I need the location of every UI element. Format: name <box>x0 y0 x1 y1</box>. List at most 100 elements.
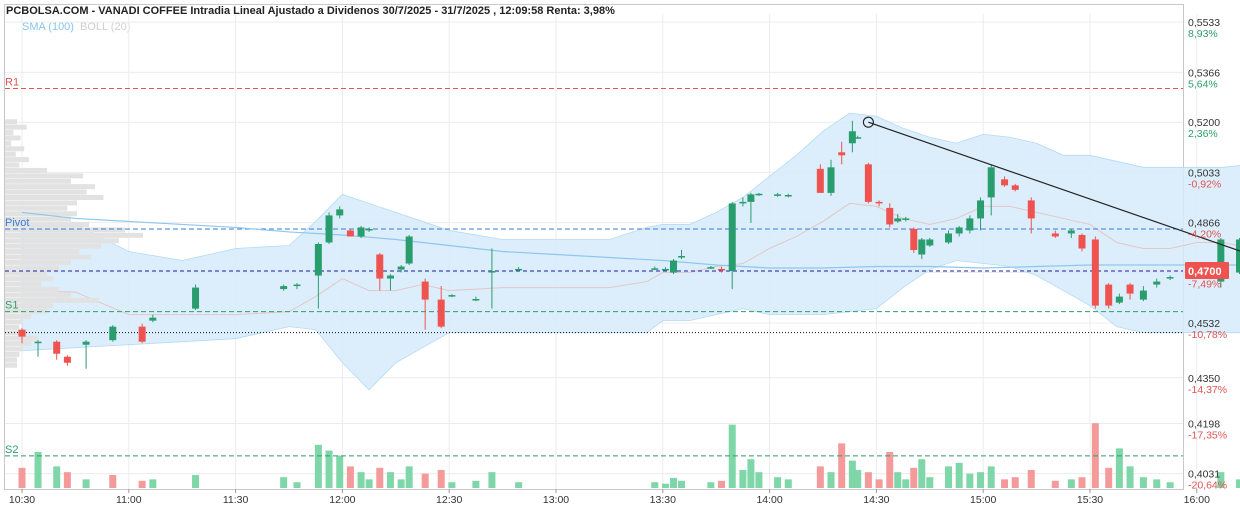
volume-bar <box>53 466 61 488</box>
volume-profile-bar <box>5 351 20 357</box>
candle-body <box>1139 290 1147 300</box>
bollinger-area <box>21 112 1240 391</box>
candle-body <box>902 218 910 220</box>
x-tick-label: 16:00 <box>1184 494 1210 506</box>
y-tick-price: 0,5533 <box>1188 17 1220 29</box>
volume-bar <box>728 424 736 488</box>
volume-bar <box>707 482 715 488</box>
volume-profile-bar <box>5 254 92 260</box>
candle-body <box>515 268 523 271</box>
volume-bar <box>138 480 146 488</box>
y-tick-price: 0,4350 <box>1188 373 1220 385</box>
volume-profile-bar <box>5 178 71 184</box>
candle-body <box>1011 185 1019 190</box>
volume-profile-bar <box>5 130 14 136</box>
candle-body <box>325 215 333 243</box>
volume-bar <box>34 452 42 488</box>
candle-body <box>718 268 726 271</box>
volume-profile-bar <box>5 292 71 298</box>
volume-profile-bar <box>5 357 17 363</box>
volume-bar <box>1105 467 1113 488</box>
volume-bar <box>661 483 669 488</box>
volume-bar <box>1115 448 1123 488</box>
y-tick-price: 0,5366 <box>1188 67 1220 79</box>
volume-profile-bar <box>5 211 77 217</box>
volume-bar <box>376 467 384 488</box>
candle-body <box>421 281 429 300</box>
volume-bar <box>472 480 480 488</box>
legend-boll[interactable]: BOLL (20) <box>80 21 131 33</box>
volume-profile-bar <box>5 324 20 330</box>
candle-body <box>1001 179 1009 186</box>
volume-bar <box>1011 477 1019 488</box>
candle-body <box>192 287 200 309</box>
volume-profile-bar <box>5 140 11 146</box>
volume-profile-bar <box>5 173 83 179</box>
volume-bar <box>902 479 910 488</box>
x-tick-label: 13:00 <box>543 494 569 506</box>
volume-profile-bar <box>5 146 25 152</box>
volume-bar <box>816 466 824 488</box>
volume-bar <box>1001 479 1009 488</box>
y-tick-price: 0,5033 <box>1188 167 1220 179</box>
volume-profile-bar <box>5 297 99 303</box>
volume-bar <box>1027 470 1035 488</box>
volume-bar <box>918 459 926 488</box>
volume-bar <box>894 472 902 488</box>
y-tick-pct: 8,93% <box>1188 28 1218 40</box>
trendline-handle-start <box>862 116 874 128</box>
volume-bar <box>677 480 685 488</box>
x-tick-label: 11:00 <box>116 494 142 506</box>
candle-body <box>966 218 974 231</box>
x-tick-label: 15:00 <box>970 494 996 506</box>
legend-sma[interactable]: SMA (100) <box>22 21 74 33</box>
volume-profile-bar <box>5 286 59 292</box>
candle-body <box>1027 200 1035 219</box>
candle-body <box>405 236 413 264</box>
last-price-badge <box>1185 262 1229 280</box>
volume-bar <box>848 460 856 488</box>
y-tick-pct: -14,37% <box>1188 384 1227 396</box>
volume-profile-bar <box>5 200 77 206</box>
price-axis: 0,55338,93%0,53665,64%0,52002,36%0,5033-… <box>1185 17 1229 492</box>
candle-body <box>280 286 288 290</box>
volume-profile-bar <box>5 162 20 168</box>
volume-bar <box>346 466 354 488</box>
volume-bar <box>977 472 985 488</box>
volume-bar <box>774 477 782 488</box>
volume-bar <box>365 479 373 488</box>
candle-body <box>336 209 344 216</box>
candle-body <box>1091 239 1099 306</box>
volume-bar <box>192 475 200 488</box>
candle-body <box>1105 284 1113 306</box>
candle-body <box>661 268 669 271</box>
candle-body <box>1115 296 1123 303</box>
volume-profile-bar <box>5 276 53 282</box>
candle-body <box>747 194 755 202</box>
volume-bar <box>336 455 344 488</box>
volume-profile-bar <box>5 157 29 163</box>
sma-line <box>21 211 1240 269</box>
volume-profile-bar <box>5 243 101 249</box>
volume-profile-bar <box>5 303 53 309</box>
volume-bar <box>1051 480 1059 488</box>
candlesticks <box>18 120 1240 369</box>
volume-profile-bar <box>5 270 47 276</box>
volume-profile-bar <box>5 151 16 157</box>
candle-body <box>346 230 354 237</box>
volume-bar <box>488 472 496 488</box>
volume-profile-bar <box>5 119 17 125</box>
volume-bar <box>293 482 301 488</box>
y-tick-pct: -7,49% <box>1188 279 1221 291</box>
x-tick-label: 13:30 <box>650 494 676 506</box>
candle-body <box>728 203 736 272</box>
candle-body <box>677 256 685 258</box>
volume-profile-bar <box>5 135 21 141</box>
candle-body <box>774 194 782 196</box>
volume-profile-bar <box>5 346 23 352</box>
candle-body <box>739 201 747 204</box>
y-tick-price: 0,4532 <box>1188 318 1220 330</box>
volume-bar <box>1166 482 1174 488</box>
candle-body <box>987 167 995 198</box>
